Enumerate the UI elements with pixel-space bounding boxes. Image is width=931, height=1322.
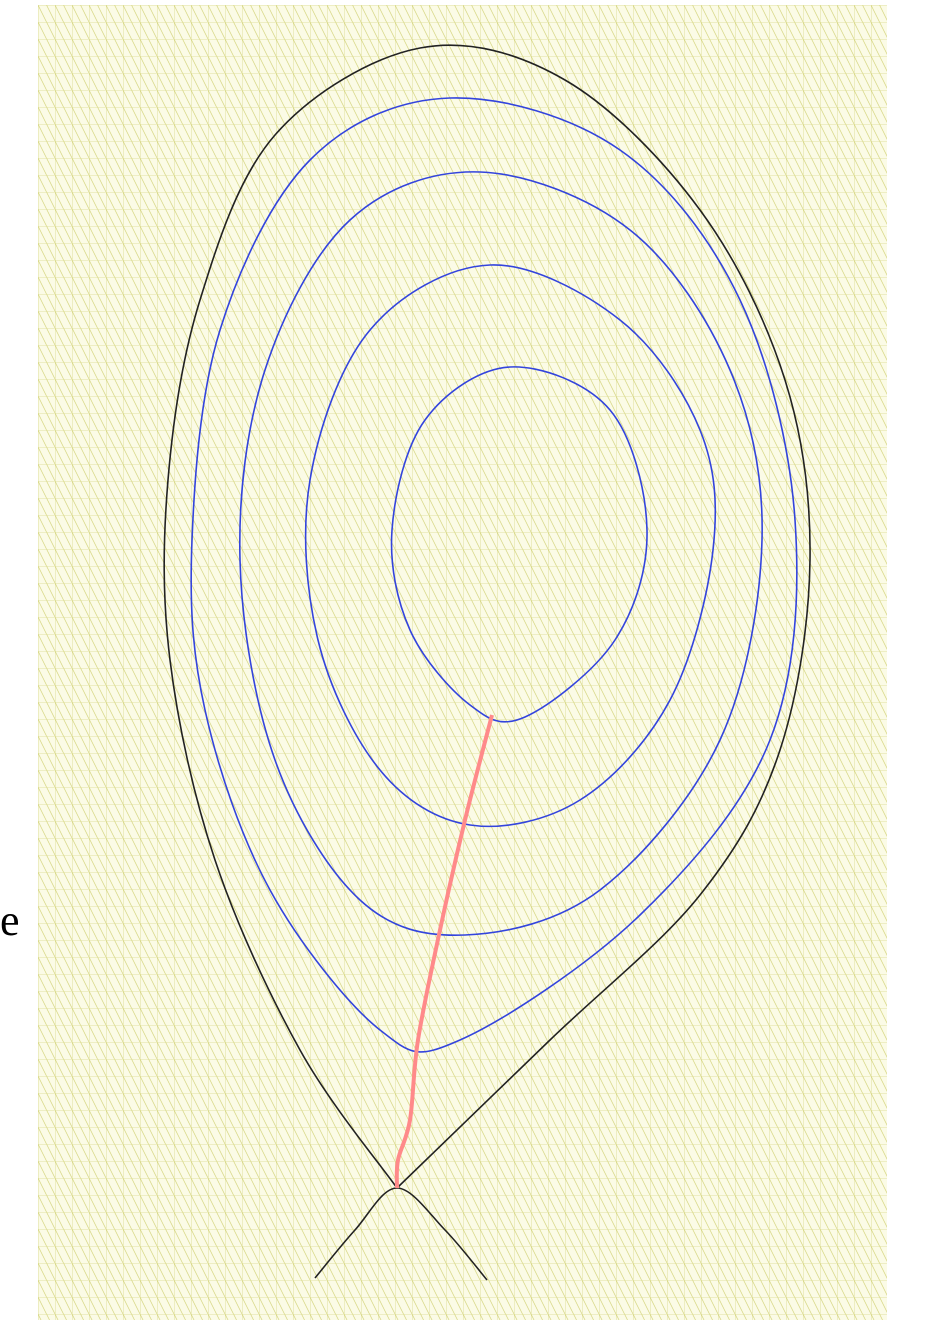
curves: [163, 44, 811, 1281]
separatrix: [163, 44, 811, 1189]
flux-surface: [390, 366, 648, 723]
label: e: [0, 896, 20, 945]
field-line: [394, 714, 494, 1189]
flux-surface: [238, 171, 763, 937]
flux-surface: [304, 264, 717, 828]
flux-surface: [190, 97, 798, 1053]
mesh-background: [38, 5, 887, 1320]
